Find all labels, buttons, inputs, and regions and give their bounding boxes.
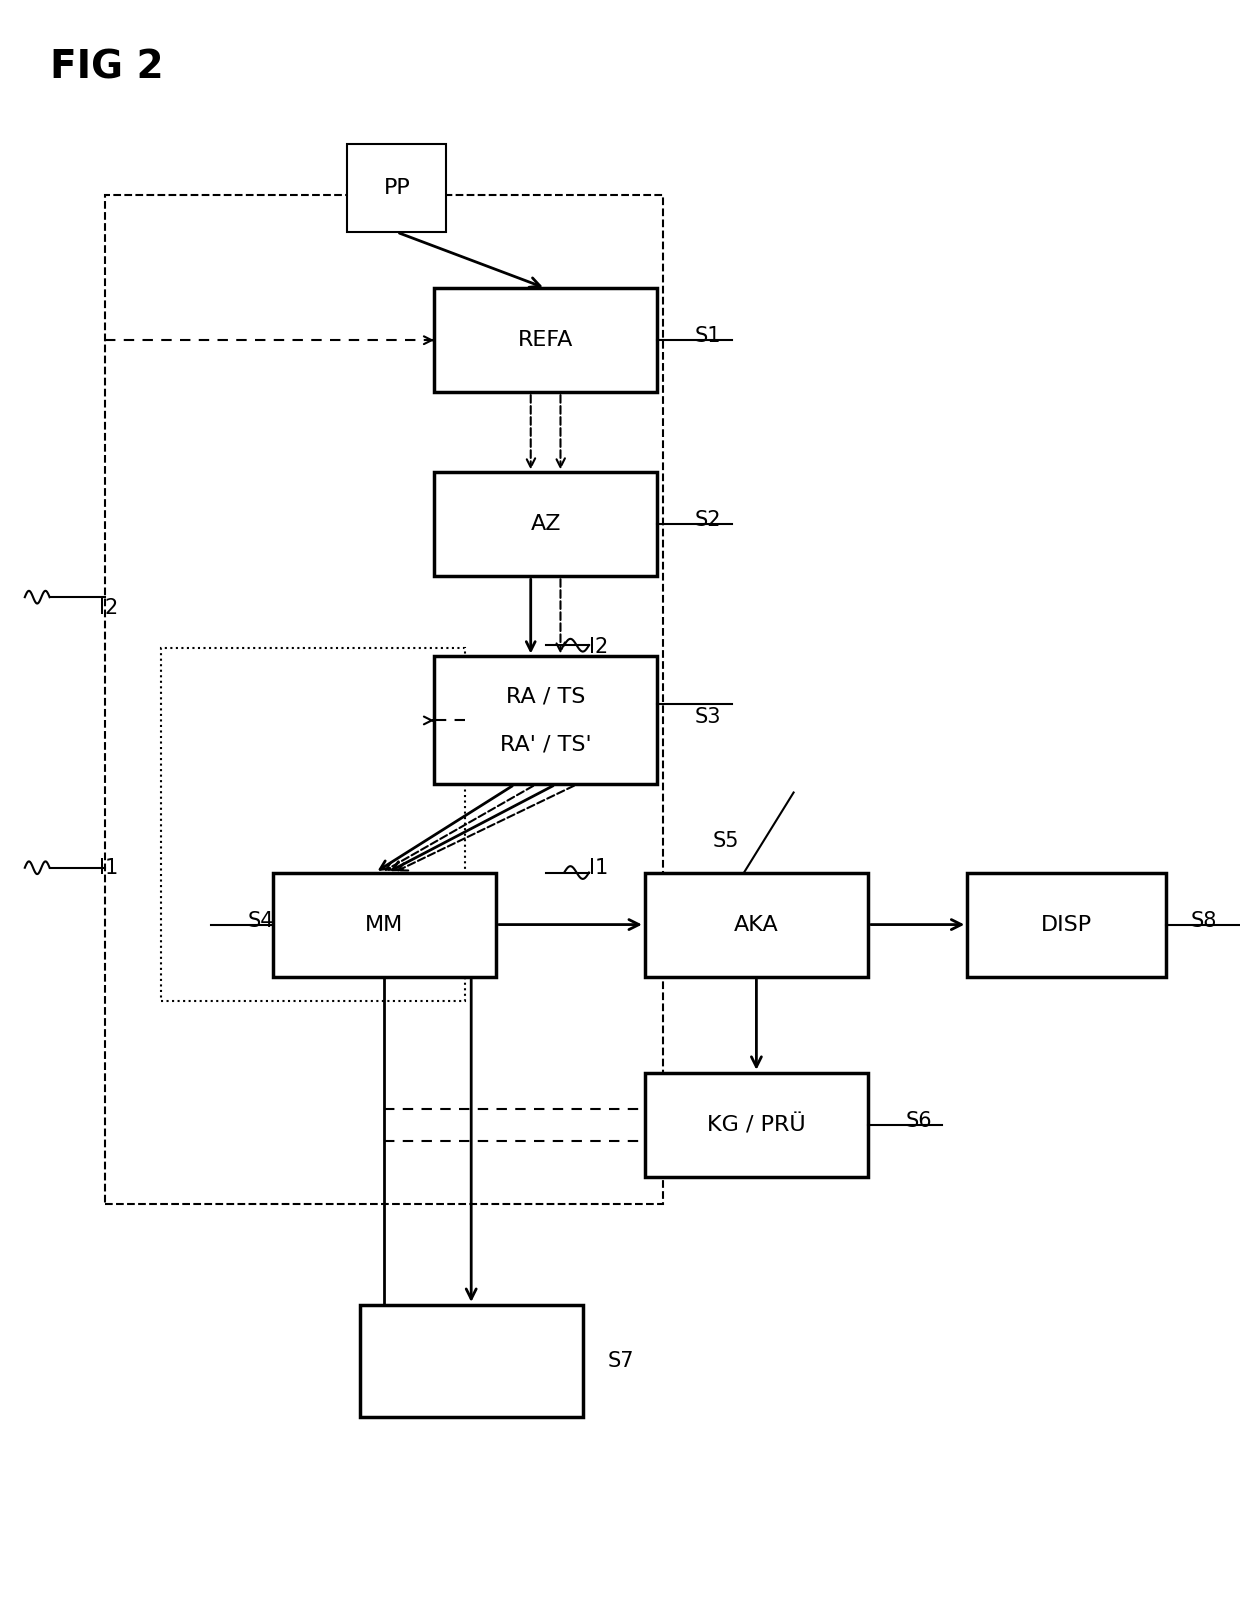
Text: I1: I1: [589, 858, 609, 877]
Text: AKA: AKA: [734, 914, 779, 935]
Text: RA / TS: RA / TS: [506, 687, 585, 706]
FancyBboxPatch shape: [360, 1305, 583, 1417]
Text: S4: S4: [248, 911, 274, 930]
Bar: [105, 195, 663, 1204]
Text: MM: MM: [366, 914, 403, 935]
Text: I2: I2: [99, 599, 119, 618]
Text: PP: PP: [383, 178, 410, 199]
FancyBboxPatch shape: [967, 873, 1166, 977]
Text: S6: S6: [905, 1111, 931, 1130]
FancyBboxPatch shape: [434, 288, 657, 392]
Text: S5: S5: [713, 831, 739, 850]
FancyBboxPatch shape: [645, 1073, 868, 1177]
Text: FIG 2: FIG 2: [50, 48, 164, 86]
Text: S3: S3: [694, 708, 720, 727]
Text: S8: S8: [1190, 911, 1216, 930]
FancyBboxPatch shape: [434, 472, 657, 576]
Text: S2: S2: [694, 511, 720, 530]
FancyBboxPatch shape: [645, 873, 868, 977]
FancyBboxPatch shape: [273, 873, 496, 977]
Bar: [161, 648, 465, 1001]
Text: AZ: AZ: [531, 514, 560, 535]
Text: I2: I2: [589, 637, 609, 656]
Text: I1: I1: [99, 858, 119, 877]
Text: REFA: REFA: [518, 330, 573, 351]
Text: S7: S7: [608, 1351, 634, 1370]
Text: KG / PRÜ: KG / PRÜ: [707, 1114, 806, 1135]
FancyBboxPatch shape: [347, 144, 446, 232]
Text: S1: S1: [694, 327, 720, 346]
FancyBboxPatch shape: [434, 656, 657, 784]
Text: RA' / TS': RA' / TS': [500, 735, 591, 754]
Text: DISP: DISP: [1040, 914, 1092, 935]
